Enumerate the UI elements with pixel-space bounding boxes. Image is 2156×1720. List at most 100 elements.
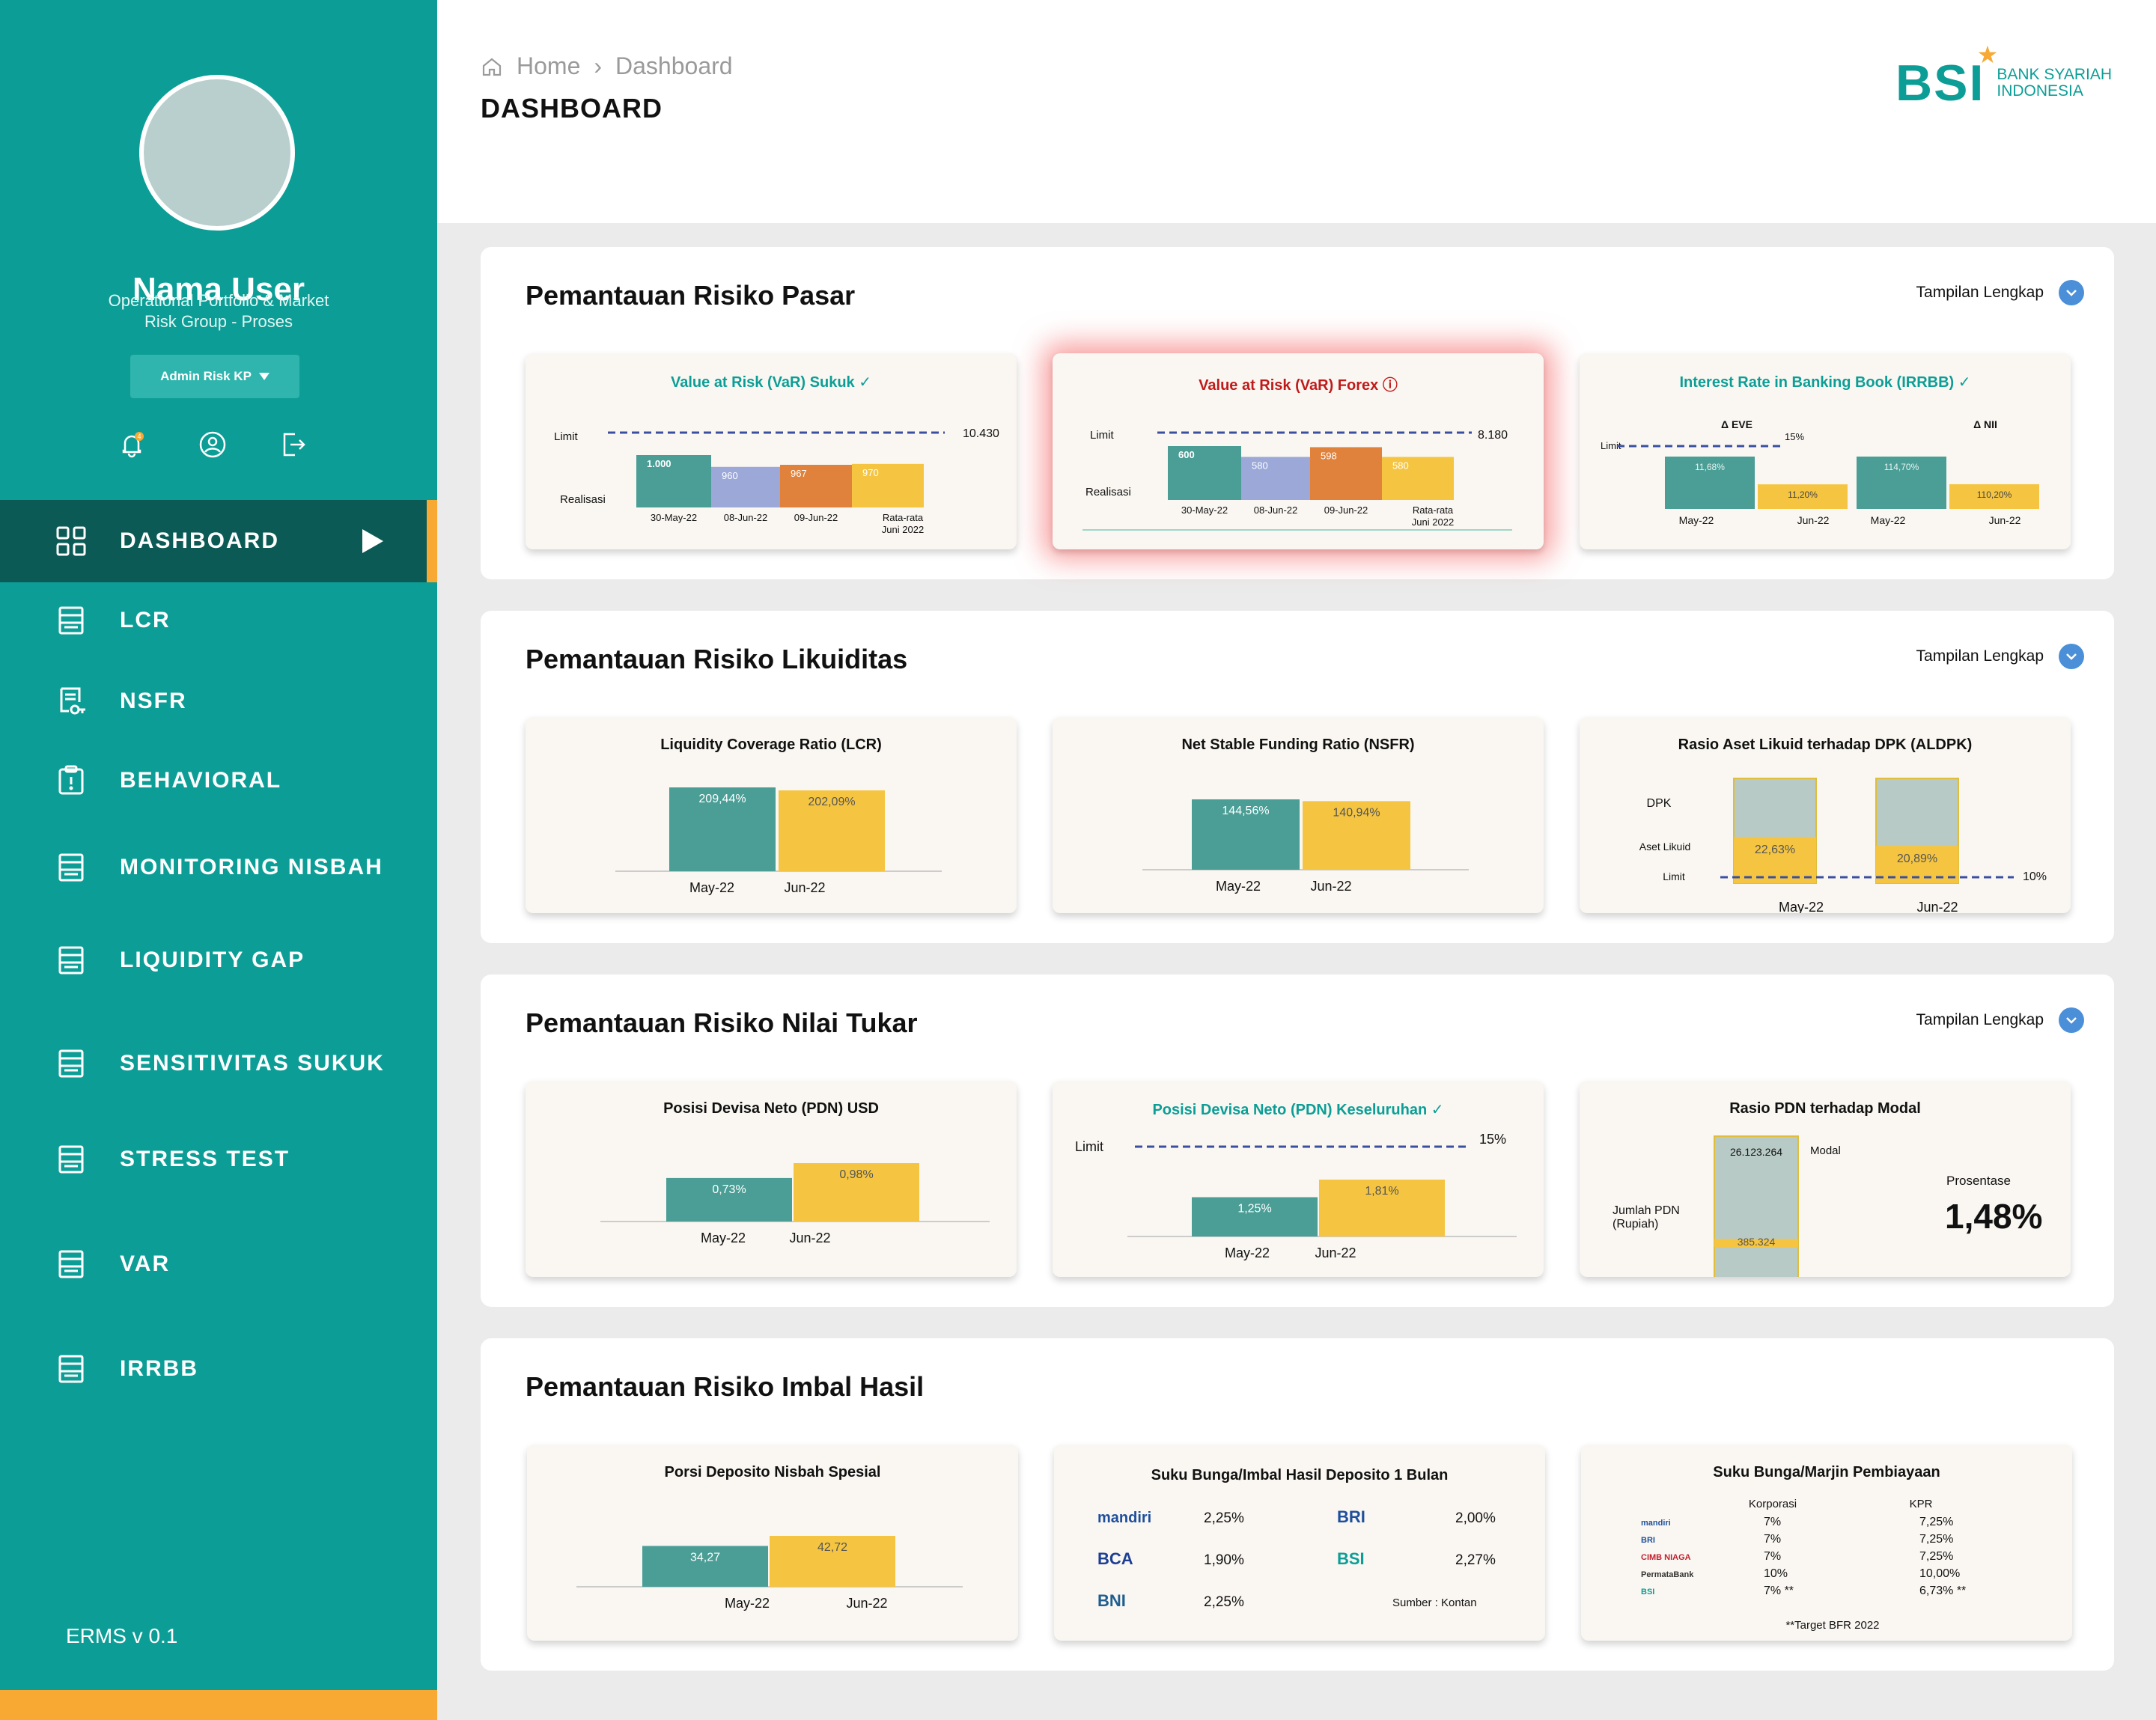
bar-label: 11,68% [1695, 462, 1725, 472]
header: Home › Dashboard DASHBOARD BSI ★ BANK SYA… [437, 0, 2156, 223]
role-dropdown[interactable]: Admin Risk KP [130, 355, 299, 398]
card-marjin-pembiayaan[interactable]: Suku Bunga/Marjin Pembiayaan Korporasi KP… [1581, 1445, 2072, 1641]
nav-stress-test[interactable]: STRESS TEST [0, 1118, 437, 1201]
tampilan-lengkap-button[interactable]: Tampilan Lengkap [1916, 1007, 2084, 1033]
chevron-down-icon [2059, 1007, 2084, 1033]
nav-behavioral[interactable]: BEHAVIORAL [0, 739, 437, 822]
nav-sensitivitas-sukuk[interactable]: SENSITIVITAS SUKUK [0, 1022, 437, 1105]
bar-label: 970 [862, 467, 879, 478]
tampilan-lengkap-label: Tampilan Lengkap [1916, 1011, 2044, 1028]
bar-label: 140,94% [1333, 806, 1380, 819]
x-tick-label: May-22 [1679, 514, 1714, 526]
bar [636, 455, 711, 507]
chart-rasio-pdn-modal: 26.123.264 Modal 385.324 Jumlah PDN(Rupiah) [1613, 1135, 1841, 1277]
bar-label: 600 [1178, 449, 1195, 460]
card-nsfr[interactable]: Net Stable Funding Ratio (NSFR) 144,56% M… [1053, 717, 1544, 913]
section-title: Pemantauan Risiko Nilai Tukar [526, 1007, 918, 1038]
play-icon [362, 529, 383, 553]
bar-label: 967 [791, 468, 807, 479]
document-key-icon [60, 687, 85, 715]
x-tick-label: Jun-22 [1989, 514, 2021, 526]
y-axis-label: Aset Likuid [1639, 841, 1690, 853]
x-tick-label: Jun-22 [1797, 514, 1830, 526]
card-pdn-usd[interactable]: Posisi Devisa Neto (PDN) USD 0,73% May-22… [526, 1081, 1017, 1277]
user-icon[interactable] [198, 430, 228, 460]
bar-label: 0,98% [839, 1168, 873, 1181]
tampilan-lengkap-button[interactable]: Tampilan Lengkap [1916, 644, 2084, 669]
nav-monitoring-nisbah[interactable]: MONITORING NISBAH [0, 826, 437, 909]
bank-logo: BSI [1641, 1588, 1654, 1597]
card-irrbb[interactable]: Interest Rate in Banking Book (IRRBB) ✓ … [1580, 353, 2071, 549]
user-role-line1: Operational Portfolio & Market [108, 291, 329, 310]
bar [1949, 484, 2039, 509]
nav-liquidity-gap[interactable]: LIQUIDITY GAP [0, 919, 437, 1001]
y-axis-label: DPK [1647, 797, 1672, 810]
x-tick-label: May-22 [725, 1596, 770, 1611]
column-header: KPR [1910, 1498, 1933, 1510]
card-title: Posisi Devisa Neto (PDN) USD [663, 1100, 879, 1117]
card-rasio-pdn-modal[interactable]: Rasio PDN terhadap Modal 26.123.264 Modal… [1580, 1081, 2071, 1277]
home-icon[interactable] [481, 55, 503, 78]
bar [779, 790, 885, 871]
user-role: Operational Portfolio & Market Risk Grou… [0, 290, 437, 332]
bar [1303, 801, 1410, 870]
user-role-line2: Risk Group - Proses [144, 312, 293, 331]
x-tick-label: Juni 2022 [1412, 516, 1454, 528]
card-var-forex[interactable]: Value at Risk (VaR) Forex ⓘ 600 30-May-22… [1053, 353, 1544, 549]
x-tick-label: 09-Jun-22 [1324, 504, 1368, 516]
series-label: Modal [1810, 1144, 1841, 1157]
x-tick-label: Jun-22 [1916, 900, 1958, 913]
nav-var[interactable]: VAR [0, 1223, 437, 1305]
nav-label: LCR [120, 608, 171, 632]
avatar[interactable] [139, 75, 295, 231]
series-label: (Rupiah) [1613, 1218, 1658, 1230]
nav-label: DASHBOARD [120, 528, 279, 553]
bar-label: 385.324 [1738, 1236, 1776, 1248]
kpr-value: 6,73% ** [1919, 1585, 1966, 1597]
card-pdn-keseluruhan[interactable]: Posisi Devisa Neto (PDN) Keseluruhan ✓ 1… [1053, 1081, 1544, 1277]
x-tick-label: Rata-rata [1413, 504, 1454, 516]
rate-value: 2,27% [1455, 1552, 1496, 1568]
prosentase-value: 1,48% [1945, 1197, 2043, 1236]
x-tick-label: Rata-rata [883, 512, 924, 523]
bar-label: 20,89% [1897, 853, 1937, 865]
x-tick-label: May-22 [689, 880, 734, 895]
bar [770, 1536, 895, 1587]
card-aldpk[interactable]: Rasio Aset Likuid terhadap DPK (ALDPK) D… [1580, 717, 2071, 913]
bell-icon[interactable]: 4 [117, 430, 147, 460]
nav-irrbb[interactable]: IRRBB [0, 1328, 437, 1410]
card-title: Porsi Deposito Nisbah Spesial [664, 1464, 881, 1480]
pembiayaan-table: Korporasi KPR mandiri 7% 7,25% BRI 7% 7,25% CIMB… [1641, 1498, 1966, 1632]
grid-icon [56, 526, 86, 556]
document-list-icon [58, 606, 84, 635]
breadcrumb-separator: › [594, 52, 603, 79]
series-label: Jumlah PDN [1613, 1204, 1680, 1217]
y-axis-label: Limit [1075, 1139, 1103, 1154]
bar-label: 580 [1392, 460, 1409, 471]
card-var-sukuk[interactable]: Value at Risk (VaR) Sukuk ✓ 1.000 30-May-… [526, 353, 1017, 549]
y-axis-label: Realisasi [560, 493, 606, 506]
section-title: Pemantauan Risiko Pasar [526, 280, 856, 311]
kpr-value: 7,25% [1919, 1550, 1953, 1563]
y-axis-label: Limit [1090, 429, 1115, 442]
breadcrumb-home[interactable]: Home [517, 52, 581, 79]
source-note: Sumber : Kontan [1392, 1597, 1477, 1609]
nav-nsfr[interactable]: NSFR [0, 660, 437, 742]
logout-icon[interactable] [278, 430, 308, 460]
chart-lcr: 209,44% May-22 202,09% Jun-22 [615, 787, 942, 895]
nav-lcr[interactable]: LCR [0, 579, 437, 662]
card-nisbah-spesial[interactable]: Porsi Deposito Nisbah Spesial 34,27 May-2… [527, 1445, 1018, 1641]
korporasi-value: 7% [1764, 1533, 1781, 1546]
rate-value: 2,25% [1204, 1594, 1244, 1610]
korporasi-value: 7% ** [1764, 1585, 1794, 1597]
nav-dashboard[interactable]: DASHBOARD [0, 500, 437, 582]
tampilan-lengkap-button[interactable]: Tampilan Lengkap [1916, 280, 2084, 305]
card-lcr[interactable]: Liquidity Coverage Ratio (LCR) 209,44% Ma… [526, 717, 1017, 913]
bank-logo: PermataBank [1641, 1570, 1694, 1579]
bar [794, 1163, 919, 1222]
column-header: Korporasi [1749, 1498, 1797, 1510]
x-tick-label: Jun-22 [1310, 879, 1351, 894]
bar [1192, 799, 1300, 870]
bar-label: 26.123.264 [1730, 1146, 1782, 1158]
card-deposito-1-bulan[interactable]: Suku Bunga/Imbal Hasil Deposito 1 Bulan … [1054, 1445, 1545, 1641]
